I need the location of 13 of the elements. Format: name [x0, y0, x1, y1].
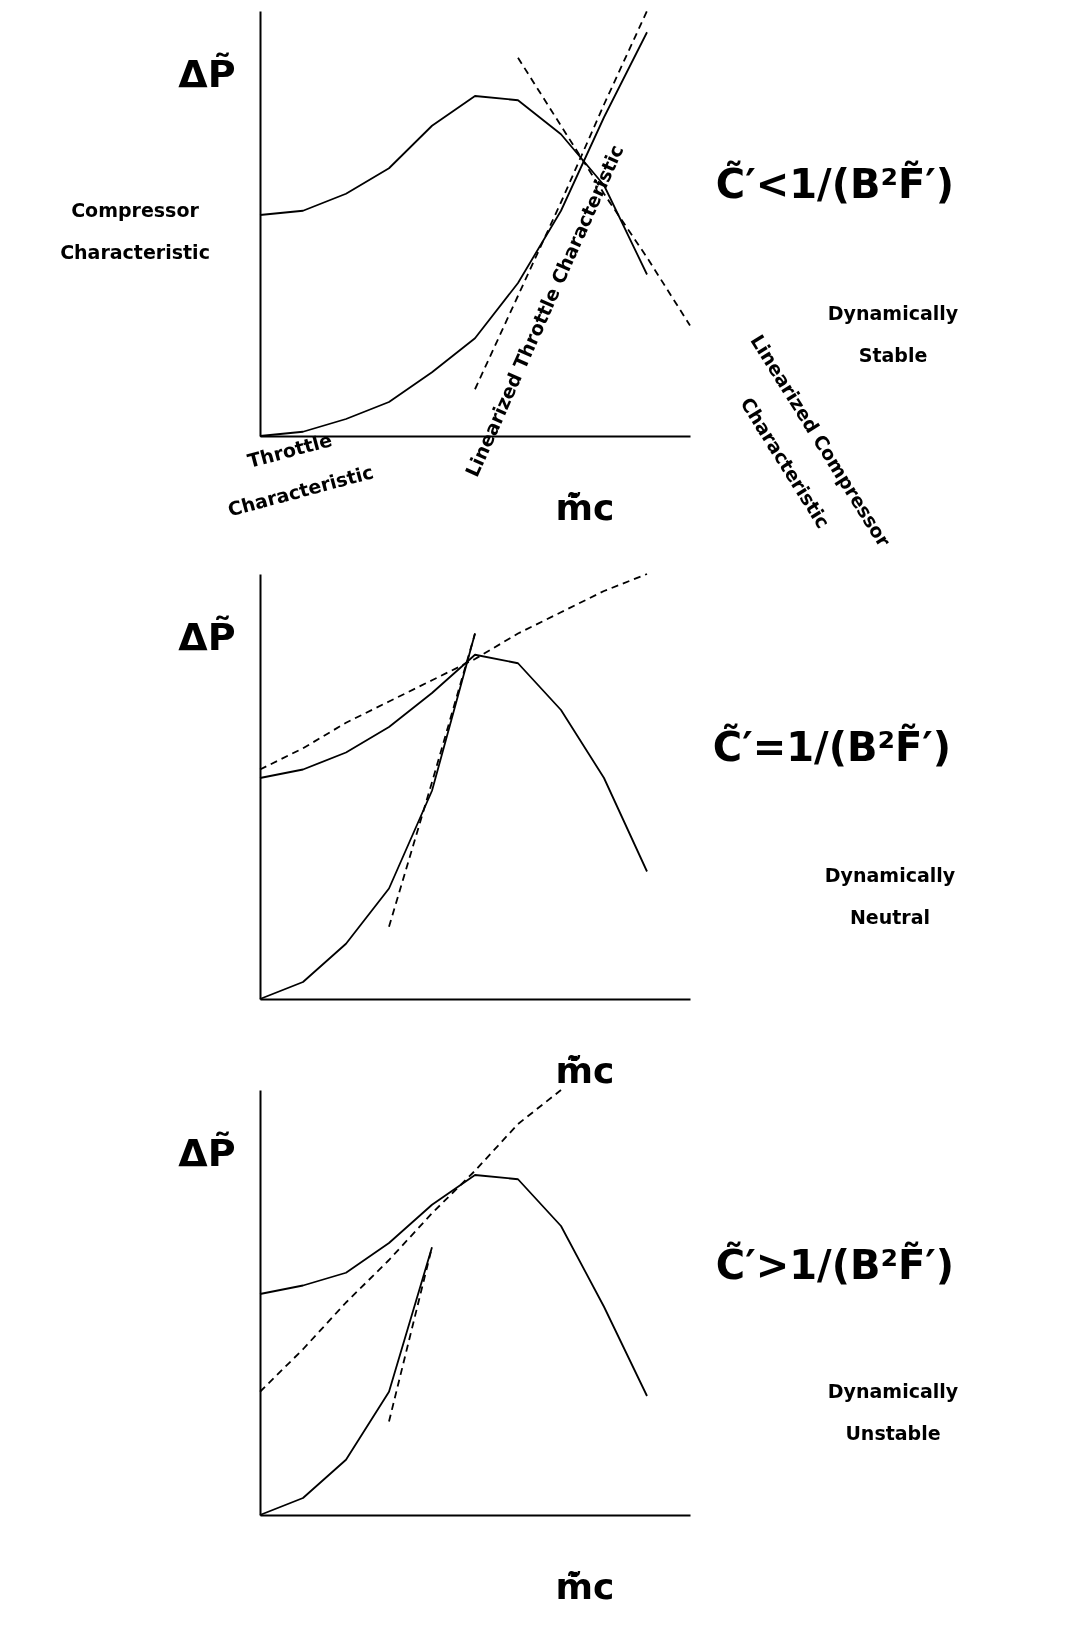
text: C̃′>1/(B²F̃′)	[715, 1240, 955, 1288]
text: Dynamically Neutral	[824, 864, 956, 928]
text: Dynamically Unstable	[827, 1380, 959, 1444]
text: C̃′=1/(B²F̃′)	[712, 722, 952, 770]
x-axis-title: m̃̇c	[555, 486, 615, 528]
text: Dynamically Stable	[827, 302, 959, 366]
x-axis-title: m̃̇c	[555, 1565, 615, 1607]
text: Compressor Characteristic	[60, 199, 210, 263]
x-axis-title: m̃̇c	[555, 1049, 615, 1091]
y-axis-title: ΔP̃	[178, 1130, 236, 1175]
text: C̃′<1/(B²F̃′)	[715, 159, 955, 207]
y-axis-title: ΔP̃	[178, 51, 236, 96]
y-axis-title: ΔP̃	[178, 614, 236, 659]
